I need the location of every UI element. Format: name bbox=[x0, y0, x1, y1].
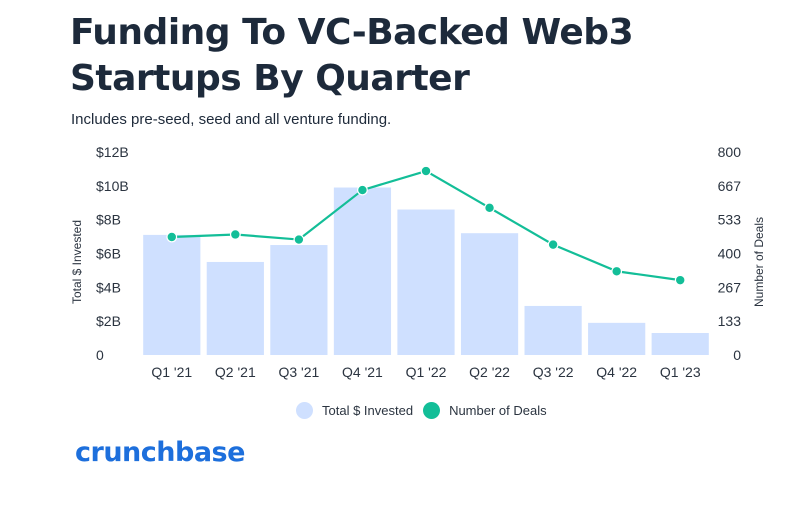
left-tick-label: $4B bbox=[96, 279, 121, 295]
bar-7[interactable] bbox=[588, 322, 646, 355]
chart-area: 0 $2B $4B $6B $8B $10B $12B 0 133 267 400 533 667 80… bbox=[70, 144, 766, 380]
right-tick-label: 800 bbox=[718, 144, 742, 160]
x-tick-label: Q2 '21 bbox=[215, 364, 256, 380]
legend-swatch-deals bbox=[423, 402, 441, 419]
right-tick-label: 133 bbox=[718, 313, 742, 329]
right-tick-label: 267 bbox=[718, 279, 742, 295]
left-tick-label: 0 bbox=[96, 347, 104, 363]
right-tick-label: 400 bbox=[718, 246, 742, 262]
bar-6[interactable] bbox=[524, 305, 582, 355]
bar-1[interactable] bbox=[206, 261, 264, 355]
deals-point-5[interactable] bbox=[484, 202, 495, 214]
x-tick-label: Q2 '22 bbox=[469, 364, 510, 380]
deals-point-1[interactable] bbox=[229, 229, 241, 240]
chart-subtitle: Includes pre-seed, seed and all venture … bbox=[71, 111, 392, 128]
deals-point-6[interactable] bbox=[547, 239, 559, 251]
chart-title: Funding To VC-Backed Web3 Startups By Qu… bbox=[70, 12, 634, 99]
x-tick-label: Q4 '21 bbox=[342, 364, 383, 380]
deals-point-2[interactable] bbox=[293, 234, 305, 245]
x-tick-label: Q3 '22 bbox=[533, 364, 574, 380]
legend-label-deals: Number of Deals bbox=[449, 403, 547, 418]
bar-2[interactable] bbox=[270, 245, 328, 355]
deals-point-0[interactable] bbox=[166, 231, 178, 243]
legend-label-invested: Total $ Invested bbox=[322, 403, 414, 418]
left-tick-label: $12B bbox=[96, 144, 129, 160]
x-tick-label: Q1 '21 bbox=[151, 364, 192, 380]
left-tick-label: $10B bbox=[96, 178, 129, 194]
line-series-group bbox=[166, 165, 686, 286]
left-tick-label: $8B bbox=[96, 212, 121, 228]
deals-point-4[interactable] bbox=[420, 165, 432, 177]
deals-point-3[interactable] bbox=[357, 184, 368, 196]
x-tick-label: Q3 '21 bbox=[278, 364, 319, 380]
bar-5[interactable] bbox=[460, 233, 519, 355]
deals-point-7[interactable] bbox=[611, 265, 623, 277]
left-axis-ticks: 0 $2B $4B $6B $8B $10B $12B bbox=[96, 144, 129, 363]
crunchbase-logo: crunchbase bbox=[75, 437, 245, 468]
x-tick-label: Q1 '23 bbox=[660, 364, 701, 380]
x-axis-ticks: Q1 '21 Q2 '21 Q3 '21 Q4 '21 Q1 '22 Q2 '22 Q3 '… bbox=[151, 364, 700, 380]
left-axis-title: Total $ Invested bbox=[70, 220, 84, 304]
bar-series-group bbox=[143, 187, 709, 355]
legend-item-invested[interactable]: Total $ Invested bbox=[296, 402, 413, 419]
x-tick-label: Q4 '22 bbox=[596, 364, 637, 380]
bar-8[interactable] bbox=[651, 333, 709, 355]
bar-3[interactable] bbox=[333, 187, 392, 355]
right-axis-title: Number of Deals bbox=[752, 217, 766, 307]
deals-point-8[interactable] bbox=[674, 274, 686, 286]
right-tick-label: 533 bbox=[718, 212, 742, 228]
legend-item-deals[interactable]: Number of Deals bbox=[423, 402, 547, 419]
left-tick-label: $6B bbox=[96, 246, 121, 262]
left-tick-label: $2B bbox=[96, 313, 121, 329]
x-tick-label: Q1 '22 bbox=[406, 364, 447, 380]
right-tick-label: 667 bbox=[718, 178, 742, 194]
legend-swatch-invested bbox=[296, 402, 313, 419]
bar-0[interactable] bbox=[143, 234, 201, 355]
right-axis-ticks: 0 133 267 400 533 667 800 bbox=[718, 144, 742, 363]
legend: Total $ Invested Number of Deals bbox=[296, 402, 557, 419]
bar-4[interactable] bbox=[397, 209, 455, 355]
right-tick-label: 0 bbox=[733, 347, 741, 363]
